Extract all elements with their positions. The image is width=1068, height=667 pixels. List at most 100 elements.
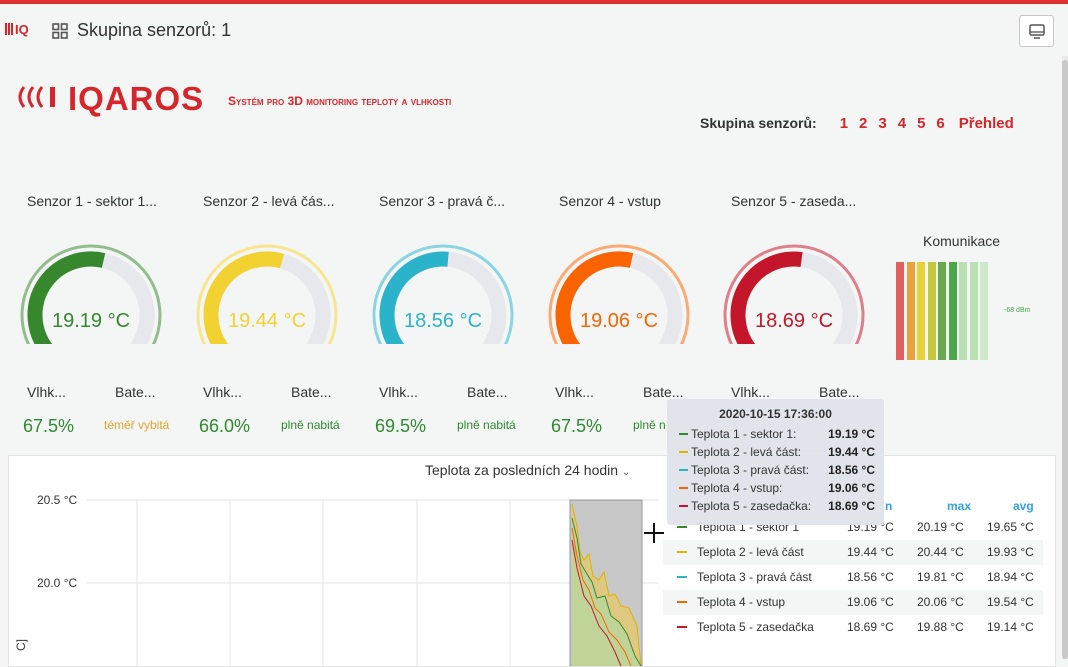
legend-series-name[interactable]: Teplota 3 - pravá část xyxy=(697,570,812,584)
gauge-arc xyxy=(20,244,162,344)
legend-swatch xyxy=(677,551,687,553)
sensor-5-title[interactable]: Senzor 5 - zaseda... xyxy=(731,193,857,209)
legend-header-max[interactable]: max xyxy=(947,499,972,513)
legend-avg: 19.93 °C xyxy=(987,545,1034,559)
legend-row[interactable]: Teplota 3 - pravá část 18.56 °C 19.81 °C… xyxy=(663,565,1043,590)
legend-max: 20.44 °C xyxy=(917,545,964,559)
legend-header-avg[interactable]: avg xyxy=(1013,499,1034,513)
sensor-3-title[interactable]: Senzor 3 - pravá č... xyxy=(379,193,506,209)
sensor-4-title[interactable]: Senzor 4 - vstup xyxy=(559,193,661,209)
signal-bar xyxy=(906,262,915,360)
sensor-3-temperature: 18.56 °C xyxy=(403,310,483,332)
sensor-3-humidity: 69.5% xyxy=(375,416,427,436)
legend-header-min[interactable]: n xyxy=(885,499,893,513)
panel-title[interactable]: Teplota za posledních 24 hodin ⌄ xyxy=(425,462,630,478)
gauge-threshold-ring xyxy=(372,244,514,344)
dashboard-header: IQ Skupina senzorů: 1 xyxy=(0,4,1068,56)
signal-bar xyxy=(959,262,967,360)
legend-series-name[interactable]: Teplota 4 - vstup xyxy=(697,595,786,609)
group-link-5[interactable]: 5 xyxy=(917,115,926,132)
y-tick-label: 20.5 °C xyxy=(37,493,78,507)
series-1-line xyxy=(571,517,642,666)
sensor-1-temperature: 19.19 °C xyxy=(51,310,131,332)
gauge-track xyxy=(800,252,858,344)
sensor-3-battery-label: Bate... xyxy=(467,384,508,400)
legend-avg: 19.54 °C xyxy=(987,595,1034,609)
brand-banner: IQAROS Systém pro 3D monitoring teploty … xyxy=(14,80,534,117)
series-4-line xyxy=(571,527,632,666)
tooltip-swatch xyxy=(679,433,688,435)
legend-max: 19.88 °C xyxy=(917,620,964,634)
gauge-track xyxy=(447,251,507,344)
legend-swatch xyxy=(677,626,687,628)
sensor-1-battery-label: Bate... xyxy=(115,384,156,400)
tooltip-row: Teplota 5 - zasedačka: 18.69 °C xyxy=(679,498,875,516)
sensor-group-nav: Skupina senzorů: 1 2 3 4 5 6 Přehled xyxy=(700,115,1014,132)
brand-name: IQAROS xyxy=(68,80,205,117)
top-accent-bar xyxy=(0,0,1068,4)
y-tick-label: 20.0 °C xyxy=(37,576,78,590)
app-logo-icon[interactable]: IQ xyxy=(4,19,38,39)
gauge-track xyxy=(279,253,331,344)
gauge-threshold-ring xyxy=(196,244,338,344)
sensor-2-temperature: 19.44 °C xyxy=(227,310,307,332)
legend-avg: 18.94 °C xyxy=(987,570,1034,584)
sensor-2-title[interactable]: Senzor 2 - levá čás... xyxy=(203,193,335,209)
page-title[interactable]: Skupina senzorů: 1 xyxy=(77,20,232,40)
gauge-threshold-ring xyxy=(20,244,162,344)
dashboard-grid-icon[interactable] xyxy=(52,23,68,39)
signal-bar xyxy=(980,262,988,360)
signal-bar xyxy=(969,262,978,360)
legend-avg: 19.14 °C xyxy=(987,620,1034,634)
chevron-down-icon: ⌄ xyxy=(621,467,631,478)
temperature-plot[interactable] xyxy=(9,456,1055,666)
sensor-5-humidity-label: Vlhk... xyxy=(731,384,770,400)
series-2-line xyxy=(571,503,642,666)
gauge-arc xyxy=(723,244,865,344)
legend-min: 18.56 °C xyxy=(847,570,894,584)
group-link-1[interactable]: 1 xyxy=(839,115,849,132)
tooltip-series: Teplota 4 - vstup: xyxy=(691,481,783,495)
gauge-track xyxy=(629,253,683,344)
legend-row[interactable]: Teplota 2 - levá část 19.44 °C 20.44 °C … xyxy=(663,540,1043,565)
tooltip-value: 18.56 °C xyxy=(828,463,875,477)
sensor-4-temperature: 19.06 °C xyxy=(579,310,659,332)
sensor-4-humidity-label: Vlhk... xyxy=(555,384,594,400)
tooltip-row: Teplota 3 - pravá část: 18.56 °C xyxy=(679,462,875,480)
sensor-4-gauge: 19.06 °C xyxy=(544,240,694,344)
group-link-2[interactable]: 2 xyxy=(859,115,868,132)
svg-text:IQ: IQ xyxy=(15,22,29,37)
gauge-track xyxy=(101,253,155,344)
group-link-6[interactable]: 6 xyxy=(936,115,945,132)
signal-bar xyxy=(948,262,957,360)
gauge-threshold-ring xyxy=(723,244,865,344)
iqaros-logo-icon xyxy=(18,86,55,108)
sensor-1-title[interactable]: Senzor 1 - sektor 1... xyxy=(27,193,157,209)
tooltip-timestamp: 2020-10-15 17:36:00 xyxy=(719,407,832,421)
signal-strength-bars xyxy=(896,262,996,360)
chart-tooltip: 2020-10-15 17:36:00 Teplota 1 - sektor 1… xyxy=(667,399,884,525)
sensor-2-gauge: 19.44 °C xyxy=(192,240,342,344)
legend-row[interactable]: Teplota 5 - zasedačka 18.69 °C 19.88 °C … xyxy=(663,615,1043,640)
sensor-2-battery-label: Bate... xyxy=(291,384,332,400)
legend-max: 19.81 °C xyxy=(917,570,964,584)
sensor-4-humidity: 67.5% xyxy=(551,416,603,436)
communication-title: Komunikace xyxy=(923,233,1001,249)
group-link-3[interactable]: 3 xyxy=(878,115,887,132)
legend-row[interactable]: Teplota 4 - vstup 19.06 °C 20.06 °C 19.5… xyxy=(663,590,1043,615)
sensor-2-humidity: 66.0% xyxy=(199,416,251,436)
legend-series-name[interactable]: Teplota 5 - zasedačka xyxy=(697,620,814,634)
sensor-3-battery: plně nabitá xyxy=(457,418,516,432)
tooltip-row: Teplota 1 - sektor 1: 19.19 °C xyxy=(679,426,875,444)
signal-bar xyxy=(896,262,904,360)
scrollbar-thumb[interactable] xyxy=(1062,60,1068,659)
group-link-4[interactable]: 4 xyxy=(897,115,907,132)
group-link-overview[interactable]: Přehled xyxy=(958,115,1014,132)
signal-bar xyxy=(927,262,936,360)
legend-series-name[interactable]: Teplota 2 - levá část xyxy=(697,545,804,559)
legend-swatch xyxy=(677,526,687,528)
tv-mode-button[interactable] xyxy=(1019,15,1054,47)
gauge-fill xyxy=(555,251,634,344)
signal-bar xyxy=(917,262,925,360)
tooltip-series: Teplota 2 - levá část: xyxy=(691,445,802,459)
